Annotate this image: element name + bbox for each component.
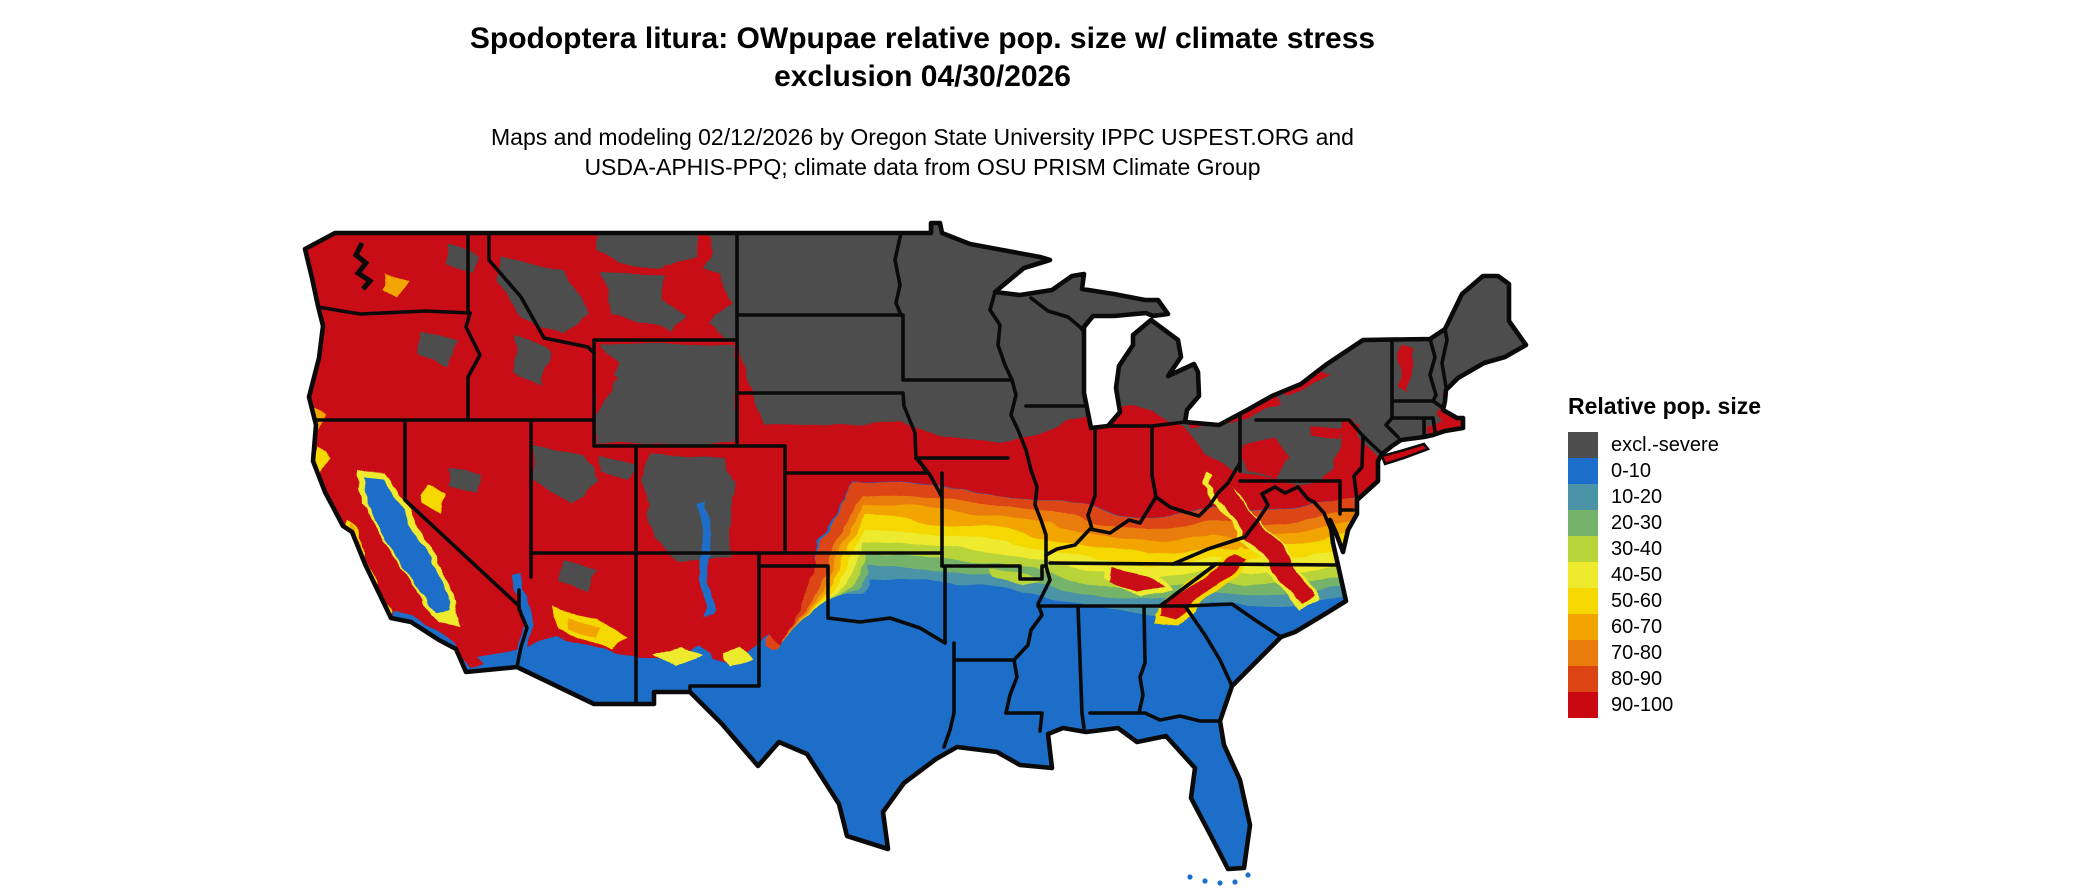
map-subtitle-line2: USDA-APHIS-PPQ; climate data from OSU PR… xyxy=(584,154,1261,180)
legend-label: 90-100 xyxy=(1611,693,1674,716)
legend-label: 30-40 xyxy=(1611,537,1663,560)
legend-label: excl.-severe xyxy=(1611,433,1719,456)
legend-swatch xyxy=(1568,692,1598,718)
legend-label: 50-60 xyxy=(1611,589,1663,612)
us-outline xyxy=(302,220,1529,872)
map-title-line1: Spodoptera litura: OWpupae relative pop.… xyxy=(469,22,1376,55)
map-subtitle-line1: Maps and modeling 02/12/2026 by Oregon S… xyxy=(491,124,1354,150)
legend-swatch xyxy=(1568,458,1598,484)
legend-label: 70-80 xyxy=(1611,641,1663,664)
legend-item: 30-40 xyxy=(1568,536,1761,562)
map-header: Spodoptera litura: OWpupae relative pop.… xyxy=(320,20,1525,182)
legend-swatch xyxy=(1568,640,1598,666)
legend-swatch xyxy=(1568,484,1598,510)
legend-label: 40-50 xyxy=(1611,563,1663,586)
us-map-svg xyxy=(302,220,1529,886)
legend-swatch xyxy=(1568,666,1598,692)
legend-item: 40-50 xyxy=(1568,562,1761,588)
legend-item: excl.-severe xyxy=(1568,432,1761,458)
state-borders xyxy=(309,231,1449,749)
legend-swatch xyxy=(1568,588,1598,614)
legend-label: 10-20 xyxy=(1611,485,1663,508)
legend-item: 70-80 xyxy=(1568,640,1761,666)
legend-items: excl.-severe 0-10 10-20 20-30 30-40 40-50 50-6… xyxy=(1568,432,1761,718)
map-subtitle: Maps and modeling 02/12/2026 by Oregon S… xyxy=(320,122,1525,182)
legend-label: 60-70 xyxy=(1611,615,1663,638)
legend-label: 20-30 xyxy=(1611,511,1663,534)
florida-keys xyxy=(1187,872,1251,886)
legend-item: 10-20 xyxy=(1568,484,1761,510)
legend-item: 90-100 xyxy=(1568,692,1761,718)
legend-swatch xyxy=(1568,536,1598,562)
legend-label: 80-90 xyxy=(1611,667,1663,690)
legend: Relative pop. size excl.-severe 0-10 10-20… xyxy=(1568,393,1761,718)
legend-swatch xyxy=(1568,562,1598,588)
long-island xyxy=(1380,442,1431,466)
legend-item: 0-10 xyxy=(1568,458,1761,484)
legend-item: 80-90 xyxy=(1568,666,1761,692)
legend-label: 0-10 xyxy=(1611,459,1652,482)
legend-item: 60-70 xyxy=(1568,614,1761,640)
region-red-accents-west xyxy=(596,263,1292,479)
legend-item: 50-60 xyxy=(1568,588,1761,614)
legend-item: 20-30 xyxy=(1568,510,1761,536)
map-title-line2: exclusion 04/30/2026 xyxy=(774,60,1071,93)
us-choropleth-map xyxy=(300,215,1540,892)
puget-sound xyxy=(352,241,374,291)
legend-swatch xyxy=(1568,432,1598,458)
legend-swatch xyxy=(1568,614,1598,640)
legend-swatch xyxy=(1568,510,1598,536)
legend-title: Relative pop. size xyxy=(1568,393,1762,419)
